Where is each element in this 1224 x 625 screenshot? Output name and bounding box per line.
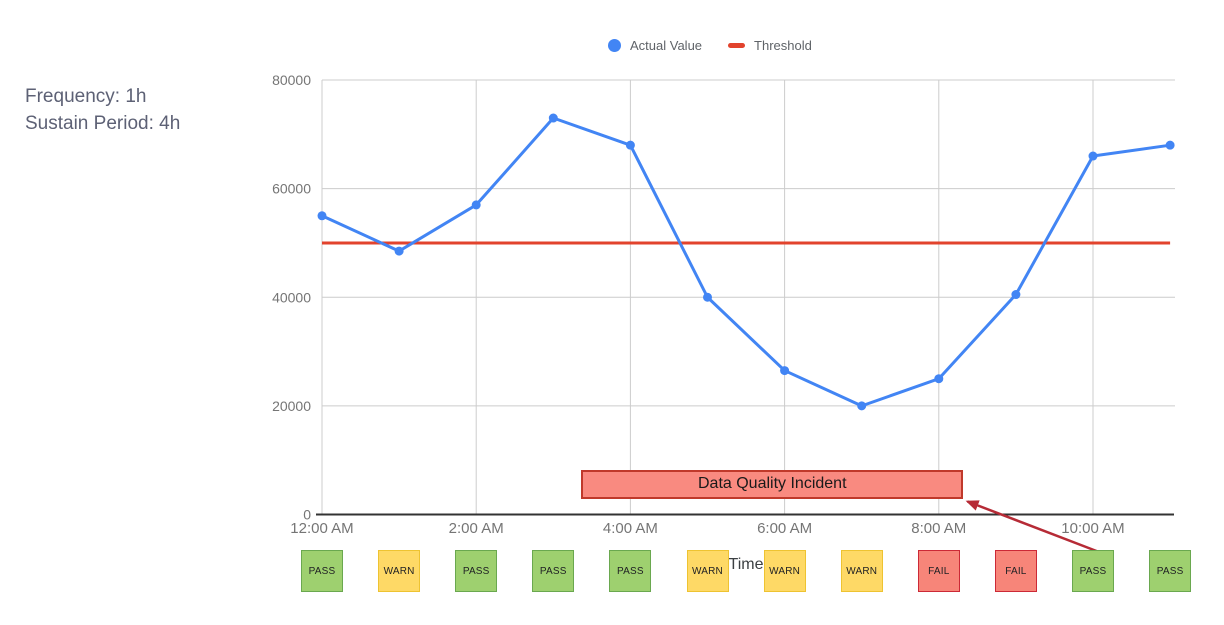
legend-item-threshold: Threshold bbox=[728, 38, 812, 53]
data-point bbox=[1088, 151, 1098, 161]
status-badge: WARN bbox=[763, 550, 806, 592]
status-badge: FAIL bbox=[994, 550, 1037, 592]
status-badge: PASS bbox=[301, 550, 343, 592]
status-badge: PASS bbox=[609, 550, 652, 592]
x-tick-label: 2:00 AM bbox=[449, 520, 504, 537]
incident-annotation: Data Quality Incident bbox=[581, 469, 964, 499]
status-badge: WARN bbox=[686, 550, 729, 592]
status-badge: PASS bbox=[455, 550, 498, 592]
data-point bbox=[780, 366, 790, 376]
x-tick-label: 4:00 AM bbox=[603, 520, 658, 537]
legend-label-actual-value: Actual Value bbox=[630, 38, 703, 53]
x-tick-label: 6:00 AM bbox=[757, 520, 812, 537]
status-badge: PASS bbox=[1072, 550, 1114, 592]
y-tick-label: 40000 bbox=[272, 289, 311, 305]
data-point bbox=[1165, 140, 1175, 150]
y-tick-label: 80000 bbox=[272, 72, 311, 88]
data-point bbox=[1011, 290, 1021, 300]
status-badge: PASS bbox=[1149, 550, 1192, 592]
data-point bbox=[703, 292, 712, 302]
y-tick-label: 60000 bbox=[272, 181, 311, 197]
data-point bbox=[394, 246, 404, 256]
gridlines bbox=[321, 79, 1175, 515]
status-badge: PASS bbox=[532, 550, 575, 592]
status-badge: WARN bbox=[378, 550, 421, 592]
x-tick-label: 10:00 AM bbox=[1061, 520, 1124, 537]
status-badge: FAIL bbox=[917, 550, 960, 592]
sustain-period-label: Sustain Period: 4h bbox=[25, 113, 181, 134]
status-badge: WARN bbox=[840, 550, 883, 592]
legend-item-actual-value: Actual Value bbox=[608, 38, 702, 53]
y-tick-label: 0 bbox=[303, 507, 311, 523]
data-point bbox=[548, 113, 558, 123]
data-point bbox=[625, 140, 635, 150]
x-tick-label: 8:00 AM bbox=[911, 520, 966, 537]
x-tick-label: 12:00 AM bbox=[290, 520, 353, 537]
actual-value-marker-icon bbox=[608, 39, 621, 52]
threshold-dash-icon bbox=[728, 43, 746, 48]
incident-arrow bbox=[965, 500, 1104, 555]
y-tick-label: 20000 bbox=[272, 398, 311, 414]
frequency-label: Frequency: 1h bbox=[25, 86, 147, 107]
chart-legend: Actual Value Threshold bbox=[608, 38, 812, 53]
data-point bbox=[471, 200, 481, 210]
x-axis-title: Time bbox=[728, 556, 764, 573]
legend-label-threshold: Threshold bbox=[754, 38, 812, 53]
check-settings-info: Frequency: 1h Sustain Period: 4h bbox=[25, 83, 180, 137]
data-point bbox=[934, 374, 944, 384]
data-point bbox=[317, 211, 327, 221]
data-point bbox=[857, 401, 867, 411]
actual-value-line bbox=[320, 116, 1172, 408]
